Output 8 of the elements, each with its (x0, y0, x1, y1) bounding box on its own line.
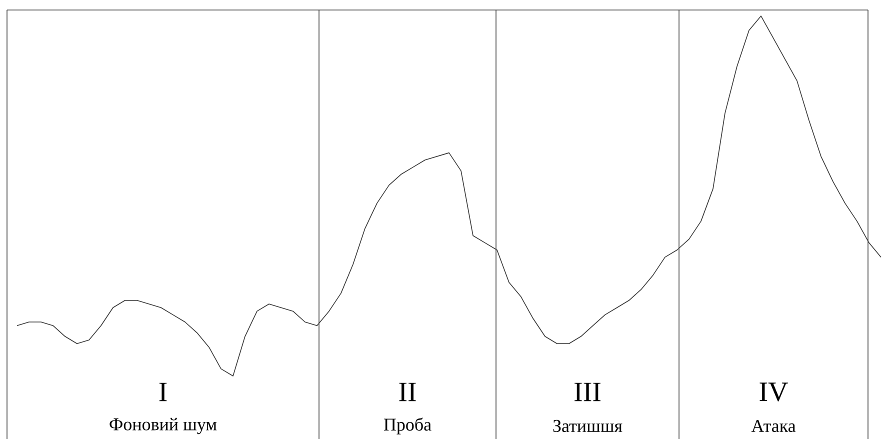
text: Проба (384, 417, 432, 434)
text: Атака (751, 420, 796, 432)
text: IV (760, 382, 788, 402)
text: Фоновий шум (110, 418, 217, 434)
text: I (159, 382, 167, 401)
text: II (399, 382, 416, 401)
text: III (574, 382, 601, 401)
text: Затишшя (553, 420, 622, 432)
